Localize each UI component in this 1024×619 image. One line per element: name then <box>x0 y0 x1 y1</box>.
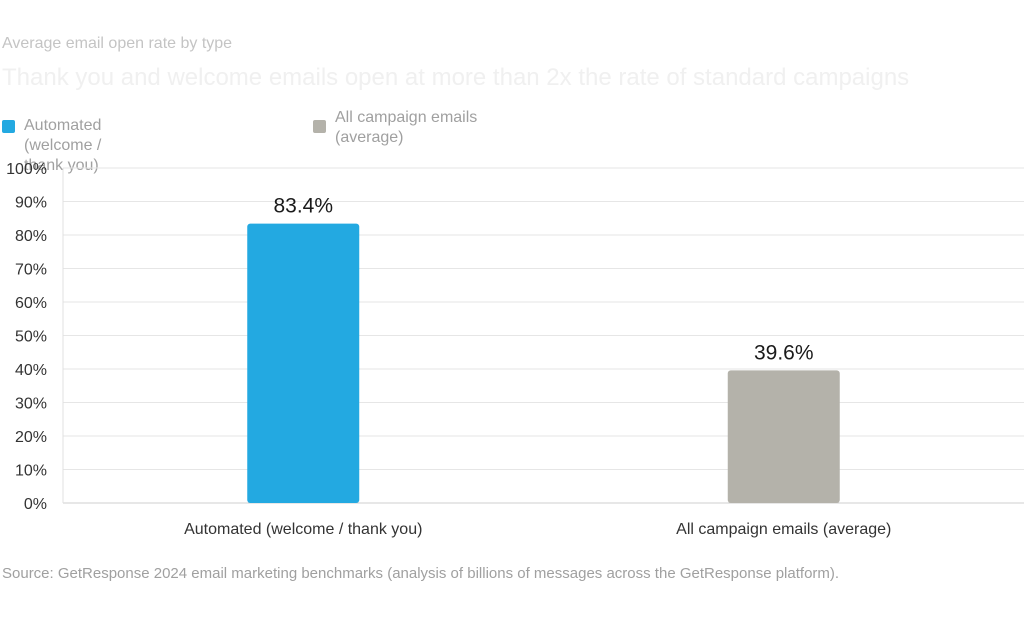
bar-value-label: 39.6% <box>754 341 814 364</box>
y-tick-label: 30% <box>15 396 47 413</box>
x-category-label: All campaign emails (average) <box>676 521 891 538</box>
x-axis: Automated (welcome / thank you) All campa… <box>184 521 891 538</box>
legend-label-automated: Automated (welcome / thank you) <box>24 117 102 174</box>
bar-automated[interactable] <box>247 223 360 504</box>
legend-item-automated[interactable]: Automated (welcome / thank you) <box>2 108 101 176</box>
legend-swatch-campaign <box>313 120 326 133</box>
y-tick-label: 50% <box>15 329 47 346</box>
x-category-label: Automated (welcome / thank you) <box>184 521 422 538</box>
legend-label-campaign: All campaign emails (average) <box>335 109 478 146</box>
y-tick-label: 90% <box>15 195 47 212</box>
chart-headline: Thank you and welcome emails open at mor… <box>2 64 910 91</box>
bar-campaign[interactable] <box>727 370 840 503</box>
y-tick-label: 80% <box>15 228 47 245</box>
legend-swatch-automated <box>2 120 15 133</box>
chart-eyebrow-title: Average email open rate by type <box>2 35 233 52</box>
y-tick-label: 20% <box>15 429 47 446</box>
y-axis: 0% 10% 20% 30% 40% 50% 60% 70% 80% 90% 100% <box>6 161 64 513</box>
bar-value-label: 83.4% <box>273 195 333 218</box>
grid-lines <box>63 167 1024 504</box>
y-tick-label: 40% <box>15 362 47 379</box>
y-tick-label: 60% <box>15 295 47 312</box>
legend-item-campaign[interactable]: All campaign emails (average) <box>313 108 525 148</box>
source-note: Source: GetResponse 2024 email marketing… <box>2 565 840 582</box>
y-tick-label: 10% <box>15 463 47 480</box>
y-tick-label: 100% <box>6 161 47 178</box>
y-tick-label: 70% <box>15 262 47 279</box>
bars: 83.4% 39.6% <box>247 195 840 504</box>
y-tick-label: 0% <box>24 496 47 513</box>
